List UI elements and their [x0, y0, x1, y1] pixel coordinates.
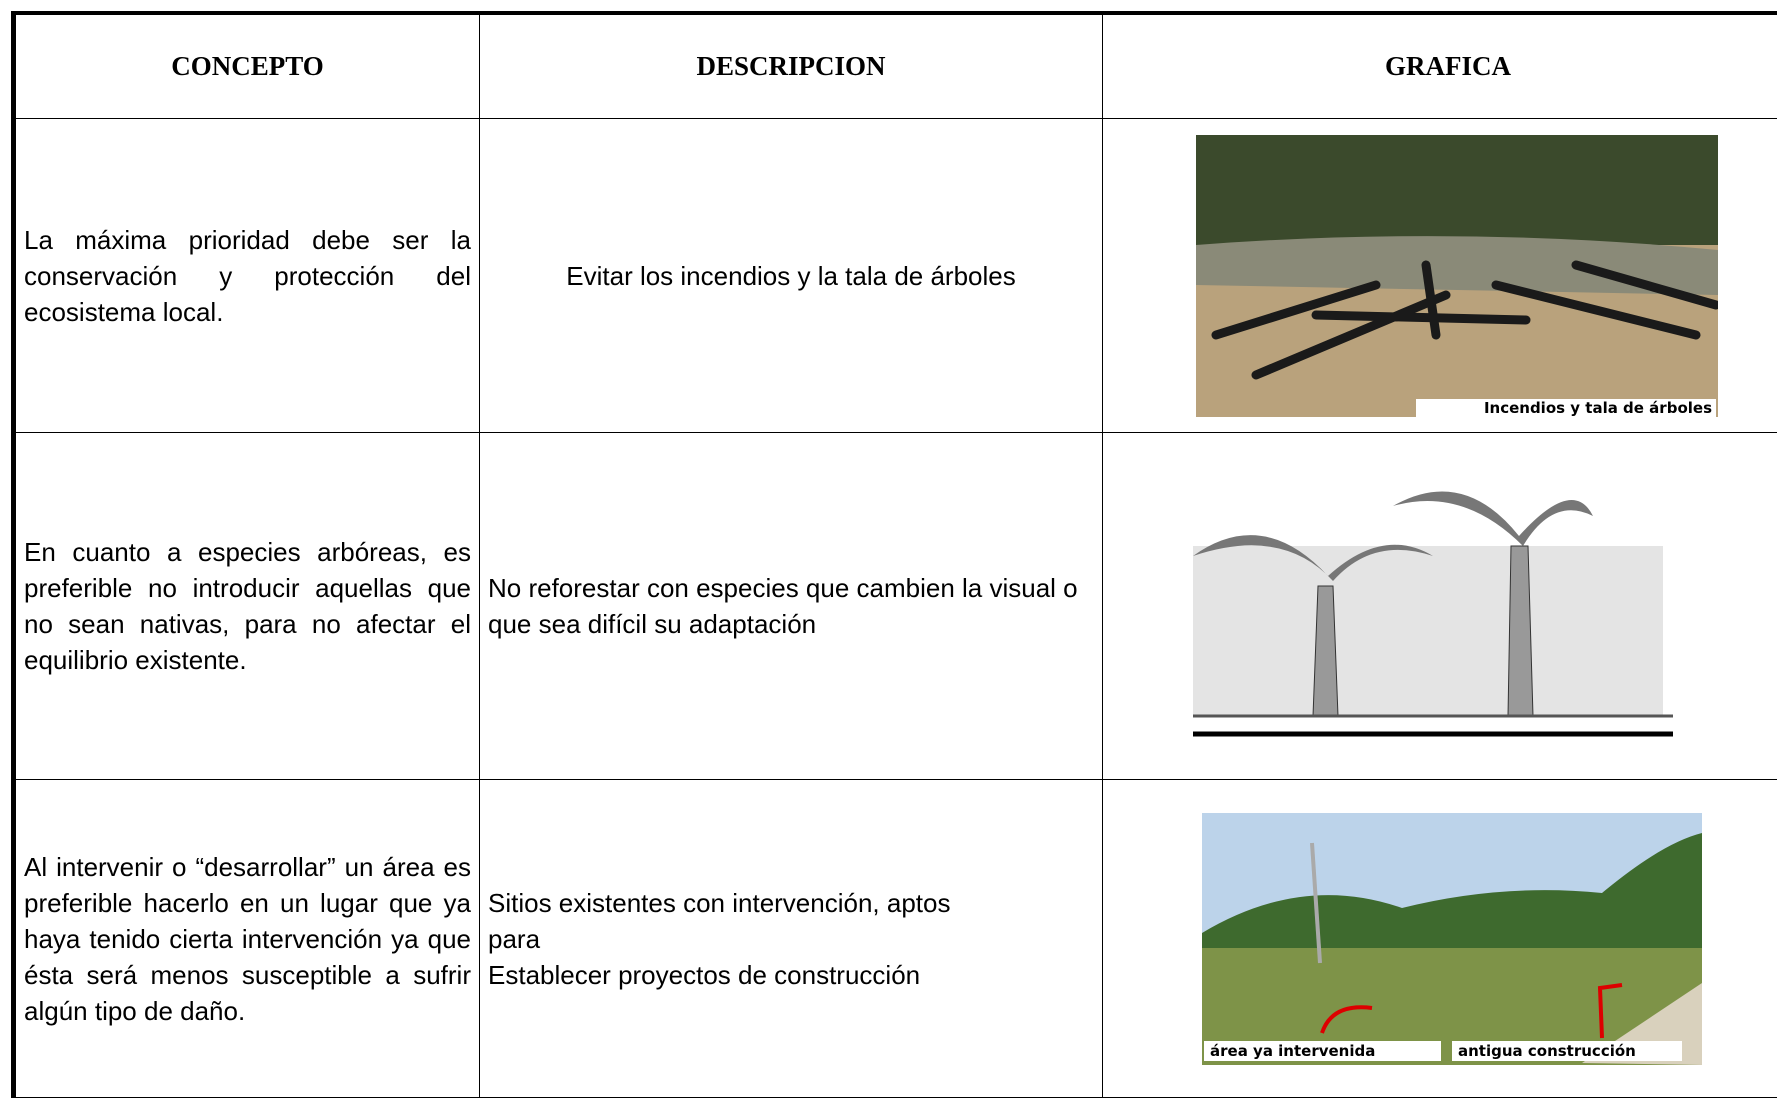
row: Al intervenir o “desarrollar” un área es… — [14, 780, 1777, 1098]
header-cell: GRAFICA — [1103, 13, 1777, 119]
concept-cell: En cuanto a especies arbóreas, es prefer… — [14, 433, 480, 780]
header-cell: CONCEPTO — [14, 13, 480, 119]
image-caption: área ya intervenida — [1210, 1042, 1375, 1060]
concept-cell: La máxima prioridad debe ser la conserva… — [14, 119, 480, 433]
concept-cell: Al intervenir o “desarrollar” un área es… — [14, 780, 480, 1098]
description-line: Establecer proyectos de construcción — [488, 957, 1094, 993]
description-line: Evitar los incendios y la tala de árbole… — [488, 258, 1094, 294]
description-line: Sitios existentes con intervención, apto… — [488, 885, 1094, 921]
graphic-cell: área ya intervenida antigua construcción — [1103, 780, 1777, 1098]
description-cell: No reforestar con especies que cambien l… — [480, 433, 1103, 780]
description-line: No reforestar con especies que cambien l… — [488, 570, 1094, 642]
description-cell: Evitar los incendios y la tala de árbole… — [480, 119, 1103, 433]
row: En cuanto a especies arbóreas, es prefer… — [14, 433, 1777, 780]
image-caption: Incendios y tala de árboles — [1484, 399, 1712, 417]
concept-table: CONCEPTO DESCRIPCION GRAFICA La máxima p… — [11, 11, 1777, 1098]
graphic-cell — [1103, 433, 1777, 780]
header-cell: DESCRIPCION — [480, 13, 1103, 119]
header-row: CONCEPTO DESCRIPCION GRAFICA — [14, 13, 1777, 119]
palm-drawing — [1193, 466, 1683, 746]
graphic-cell: Incendios y tala de árboles — [1103, 119, 1777, 433]
image-caption: antigua construcción — [1458, 1042, 1636, 1060]
burned-forest-image: Incendios y tala de árboles — [1196, 135, 1718, 417]
site-photo: área ya intervenida antigua construcción — [1202, 813, 1702, 1065]
description-cell: Sitios existentes con intervención, apto… — [480, 780, 1103, 1098]
row: La máxima prioridad debe ser la conserva… — [14, 119, 1777, 433]
description-line: para — [488, 921, 1094, 957]
